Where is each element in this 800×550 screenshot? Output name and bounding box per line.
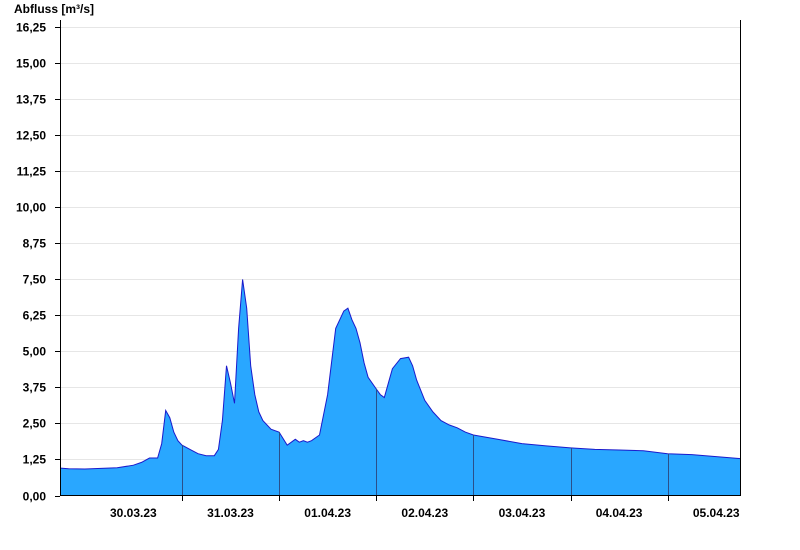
x-tick-label: 02.04.23 xyxy=(401,506,448,520)
y-tick-label: 1,25 xyxy=(23,453,47,467)
y-tick-label: 0,00 xyxy=(23,490,47,504)
day-boundary-lines xyxy=(182,388,669,496)
y-tick-label: 3,75 xyxy=(23,381,47,395)
y-ticks: 0,00 1,25 2,50 3,75 5,00 6,25 7,50 8,75 10,00 11,… xyxy=(16,21,60,504)
y-tick-label: 12,50 xyxy=(16,129,46,143)
y-tick-label: 11,25 xyxy=(17,165,47,179)
axes xyxy=(60,20,741,496)
x-tick-label: 31.03.23 xyxy=(207,506,254,520)
discharge-line xyxy=(60,279,741,470)
discharge-area xyxy=(60,279,741,496)
y-tick-label: 15,00 xyxy=(16,57,46,71)
y-tick-label: 16,25 xyxy=(16,21,46,35)
y-axis-title: Abfluss [m³/s] xyxy=(14,2,94,16)
y-tick-label: 8,75 xyxy=(23,237,47,251)
area-layer xyxy=(60,279,741,496)
y-tick-label: 10,00 xyxy=(16,201,46,215)
x-tick-label: 04.04.23 xyxy=(596,506,643,520)
x-tick-label: 05.04.23 xyxy=(693,506,740,520)
grid xyxy=(61,27,740,460)
y-tick-label: 7,50 xyxy=(23,273,47,287)
x-ticks: 30.03.23 31.03.23 01.04.23 02.04.23 03.04.23… xyxy=(110,496,740,520)
x-tick-label: 30.03.23 xyxy=(110,506,157,520)
y-tick-label: 13,75 xyxy=(16,93,46,107)
x-tick-label: 01.04.23 xyxy=(304,506,351,520)
y-tick-label: 2,50 xyxy=(23,417,47,431)
x-tick-label: 03.04.23 xyxy=(499,506,546,520)
y-tick-label: 6,25 xyxy=(23,309,47,323)
y-tick-label: 5,00 xyxy=(23,345,47,359)
